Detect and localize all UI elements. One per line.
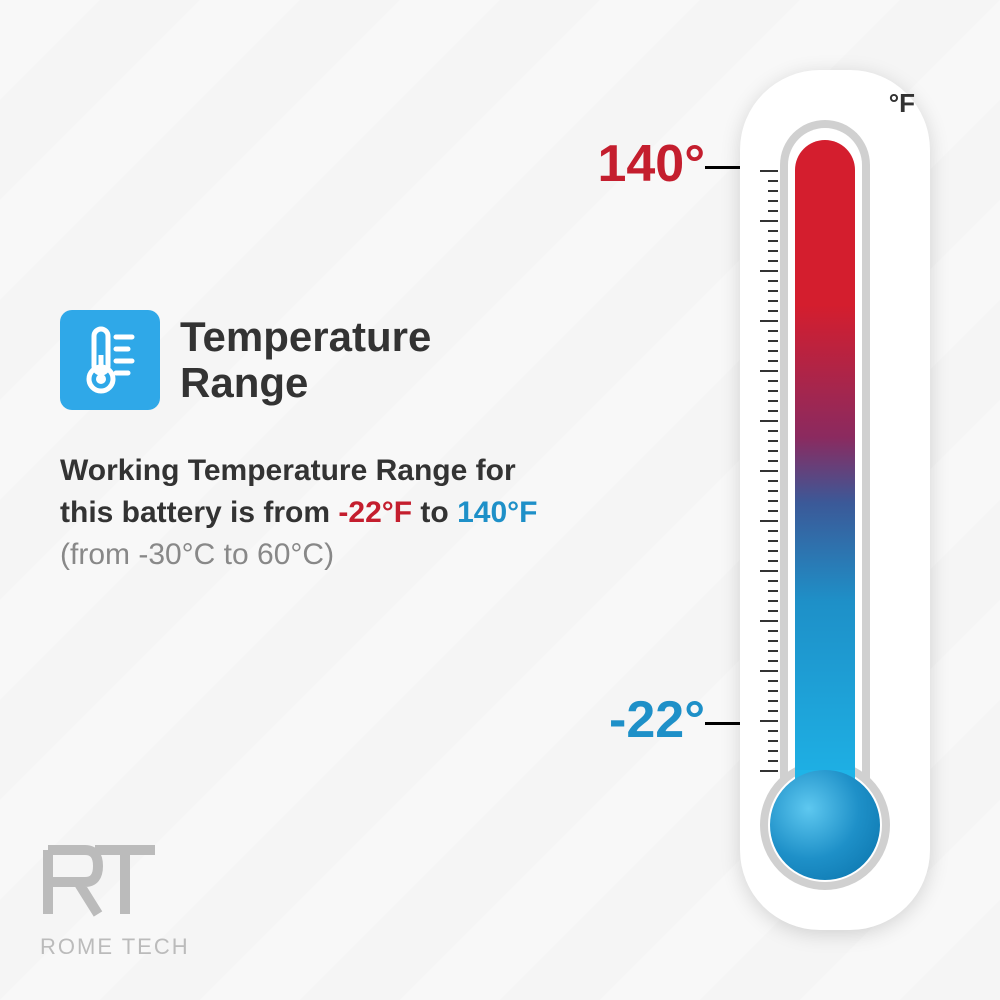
thermometer-icon [80, 325, 140, 395]
title: Temperature Range [180, 314, 540, 406]
high-temp-label: 140° [597, 134, 705, 194]
description: Working Temperature Range for this batte… [60, 450, 540, 576]
thermometer-ticks [760, 170, 778, 770]
thermometer-fluid [795, 140, 855, 800]
logo-mark [40, 842, 190, 926]
desc-celsius: (from -30°C to 60°C) [60, 538, 334, 571]
thermometer: °F [715, 70, 945, 930]
desc-high: 140°F [457, 496, 537, 529]
desc-mid: to [412, 496, 457, 529]
logo-text: ROME TECH [40, 934, 190, 960]
brand-logo: ROME TECH [40, 842, 190, 960]
thermometer-bulb [770, 770, 880, 880]
content-panel: Temperature Range Working Temperature Ra… [60, 310, 540, 576]
desc-low: -22°F [338, 496, 412, 529]
low-temp-label: -22° [609, 690, 705, 750]
unit-label: °F [889, 88, 915, 119]
header-row: Temperature Range [60, 310, 540, 410]
temperature-icon-box [60, 310, 160, 410]
